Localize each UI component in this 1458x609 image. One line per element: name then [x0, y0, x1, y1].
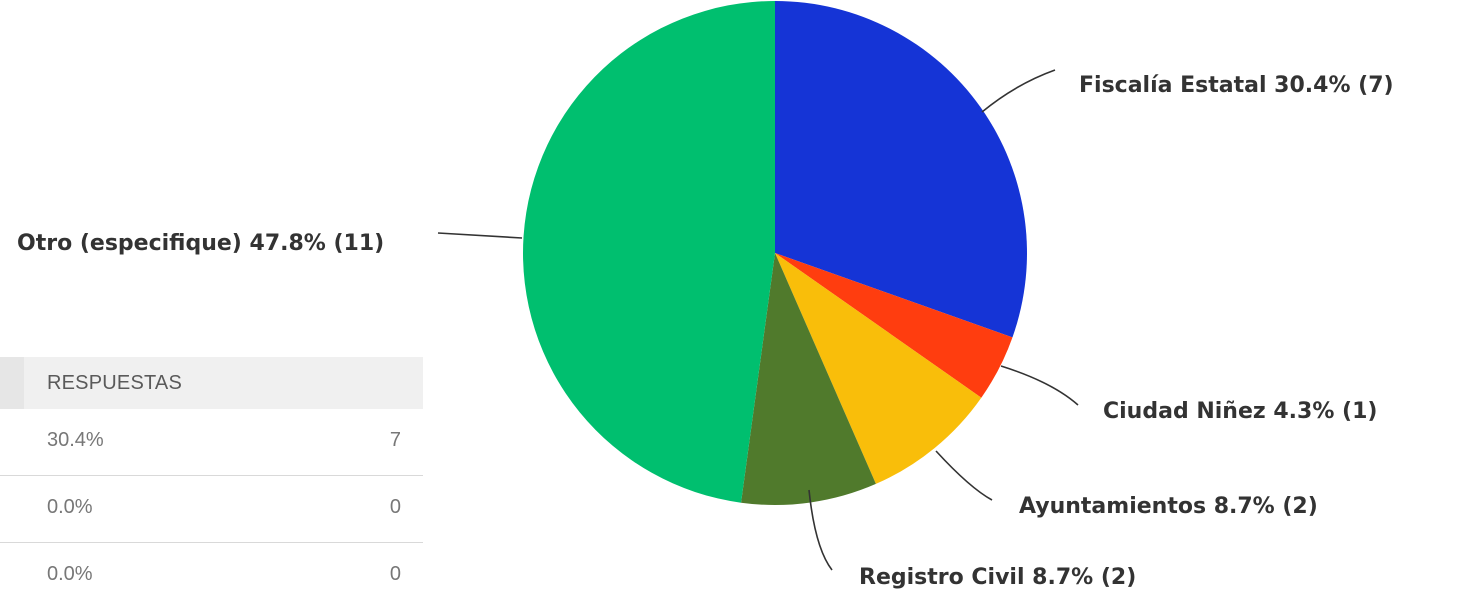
table-header: RESPUESTAS — [0, 357, 423, 409]
row-percent: 0.0% — [47, 496, 93, 518]
row-percent: 30.4% — [47, 429, 104, 451]
row-count: 0 — [389, 496, 401, 518]
header-gutter — [0, 357, 24, 409]
row-count: 7 — [389, 429, 401, 451]
row-count: 0 — [389, 563, 401, 585]
table-row: 0.0% 0 — [0, 543, 423, 609]
pie-chart: Fiscalía Estatal 30.4% (7) Ciudad Niñez … — [17, 1, 1394, 590]
pie-slice-ciudad-ninez — [775, 253, 1013, 398]
leader-line-ciudad-ninez — [1000, 365, 1079, 406]
leader-line-ayuntamientos — [935, 450, 993, 501]
leader-line-fiscalia — [981, 69, 1056, 113]
leader-line-otro — [437, 232, 523, 239]
responses-table: RESPUESTAS 30.4% 7 0.0% 0 0.0% 0 — [0, 357, 423, 609]
slice-label-fiscalia: Fiscalía Estatal 30.4% (7) — [1079, 73, 1394, 98]
pie-slice-registro-civil — [741, 253, 876, 506]
pie-slice-ayuntamientos — [775, 253, 982, 484]
slice-label-otro: Otro (especifique) 47.8% (11) — [17, 231, 384, 256]
slice-label-ciudad-ninez: Ciudad Niñez 4.3% (1) — [1103, 399, 1377, 424]
leader-lines — [437, 69, 1079, 571]
leader-line-registro-civil — [808, 489, 833, 571]
table-row: 30.4% 7 — [0, 409, 423, 476]
responses-column-header: RESPUESTAS — [47, 372, 182, 394]
pie-slices — [522, 1, 1027, 506]
row-percent: 0.0% — [47, 563, 93, 585]
slice-label-ayuntamientos: Ayuntamientos 8.7% (2) — [1019, 494, 1318, 519]
slice-label-registro-civil: Registro Civil 8.7% (2) — [859, 565, 1136, 590]
pie-slice-fiscalia-estatal — [775, 1, 1027, 338]
pie-slice-otro-especifique — [522, 1, 775, 503]
table-row: 0.0% 0 — [0, 476, 423, 543]
